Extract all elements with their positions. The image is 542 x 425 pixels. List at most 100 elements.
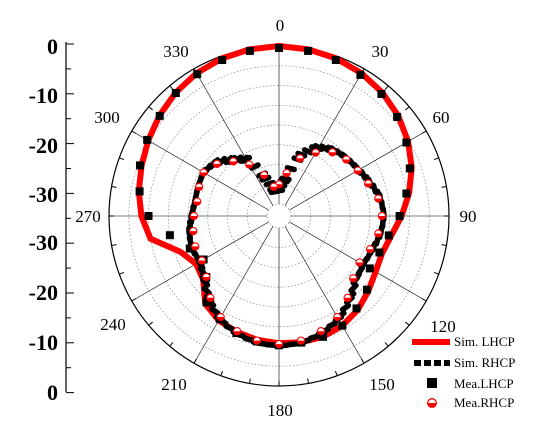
radial-tick-label: -30 <box>29 230 58 255</box>
angle-label-0: 0 <box>276 16 285 35</box>
angular-tick <box>433 271 439 275</box>
mea-rhcp-fill <box>206 297 214 302</box>
mea-rhcp-point <box>377 211 387 221</box>
angular-tick <box>111 244 117 247</box>
mea-rhcp-point <box>212 159 222 169</box>
mea-rhcp-point <box>353 166 362 175</box>
legend-swatch-mea-lhcp <box>427 378 437 388</box>
mea-lhcp-point <box>155 111 164 120</box>
angle-label-300: 300 <box>94 108 120 127</box>
sim-rhcp-dash <box>240 154 253 164</box>
mea-rhcp-fill <box>233 331 241 335</box>
sim-rhcp-dash <box>223 323 236 332</box>
mea-rhcp-fill <box>270 186 278 191</box>
grid-spoke <box>193 68 274 206</box>
mea-lhcp-point <box>405 164 414 173</box>
mea-lhcp-point <box>171 89 180 97</box>
mea-lhcp-point <box>245 46 254 55</box>
mea-rhcp-point <box>333 312 342 322</box>
mea-rhcp-fill <box>245 164 253 169</box>
mea-lhcp-point <box>331 56 340 64</box>
mea-rhcp-fill <box>198 260 206 265</box>
mea-rhcp-fill <box>213 163 221 168</box>
mea-rhcp-fill <box>253 340 261 345</box>
angle-label-90: 90 <box>460 207 477 226</box>
angular-tick <box>384 85 389 90</box>
mea-rhcp-point <box>189 226 198 236</box>
mea-rhcp-point <box>269 182 278 191</box>
legend: Sim. LHCP Sim. RHCP Mea.LHCP Mea.RHCP <box>412 334 515 410</box>
mea-lhcp-point <box>135 187 144 196</box>
mea-rhcp-fill <box>312 152 320 157</box>
mea-rhcp-point <box>197 256 207 265</box>
angle-label-180: 180 <box>267 401 293 420</box>
angular-tick <box>441 244 447 247</box>
angular-tick <box>148 106 153 111</box>
legend-item-mea-rhcp: Mea.RHCP <box>427 395 514 410</box>
mea-rhcp-point <box>311 148 320 157</box>
angular-tick <box>193 358 197 364</box>
angle-label-30: 30 <box>372 42 389 61</box>
mea-rhcp-fill <box>217 317 225 321</box>
mea-rhcp-point <box>252 336 262 345</box>
grid-spoke <box>193 226 274 364</box>
mea-lhcp-point <box>202 298 211 307</box>
angle-label-150: 150 <box>369 375 395 394</box>
mea-rhcp-fill <box>229 161 237 165</box>
mea-rhcp-point <box>349 274 358 283</box>
angular-tick <box>384 342 389 347</box>
angular-tick <box>248 378 251 384</box>
mea-rhcp-fill <box>193 201 201 206</box>
mea-lhcp-point <box>144 212 153 220</box>
mea-rhcp-fill <box>200 172 208 177</box>
radial-tick-label: -10 <box>29 83 58 108</box>
mea-lhcp-point <box>375 248 384 257</box>
mea-rhcp-point <box>343 293 352 302</box>
mea-lhcp-point <box>395 212 404 220</box>
grid-spoke <box>284 68 365 206</box>
sim-rhcp-dash <box>201 285 212 297</box>
mea-rhcp-point <box>199 168 208 177</box>
legend-item-sim-lhcp: Sim. LHCP <box>412 334 515 349</box>
mea-rhcp-point <box>189 211 199 221</box>
mea-rhcp-point <box>274 339 284 349</box>
legend-swatch-mea-rhcp-fill <box>427 403 437 408</box>
mea-rhcp-point <box>328 148 337 157</box>
sim-rhcp-dash <box>339 302 352 313</box>
mea-lhcp-point <box>365 264 374 273</box>
angular-tick-labels: 0 30 60 90 120 150 180 210 240 270 300 3… <box>75 16 476 420</box>
angular-tick <box>148 321 153 326</box>
mea-rhcp-point <box>374 194 383 203</box>
mea-rhcp-fill <box>366 249 374 253</box>
angular-tick <box>131 298 137 302</box>
angular-tick <box>119 271 125 275</box>
angular-tick <box>421 130 427 134</box>
mea-rhcp-point <box>216 312 225 322</box>
mea-lhcp-point <box>384 231 393 240</box>
mea-lhcp-point <box>362 285 371 294</box>
angular-tick <box>119 157 125 161</box>
mea-lhcp-point <box>402 189 411 198</box>
mea-rhcp-point <box>374 229 383 238</box>
grid-ring <box>266 203 292 229</box>
mea-lhcp-point <box>165 231 174 240</box>
series-mea-lhcp <box>135 44 414 350</box>
mea-lhcp-point <box>143 135 152 144</box>
mea-lhcp-point <box>193 70 202 79</box>
angle-label-120: 120 <box>430 317 456 336</box>
sim-rhcp-dash <box>326 320 338 330</box>
mea-rhcp-fill <box>317 331 325 335</box>
mea-rhcp-fill <box>354 170 362 175</box>
radial-tick-label: -20 <box>29 133 58 158</box>
mea-rhcp-point <box>282 168 291 178</box>
angular-tick <box>405 106 410 111</box>
radial-tick-label: -20 <box>29 280 58 305</box>
mea-rhcp-fill <box>333 317 341 321</box>
mea-rhcp-point <box>259 170 269 180</box>
mea-rhcp-fill <box>374 233 382 238</box>
radial-axis-ticks <box>66 43 74 394</box>
angle-label-240: 240 <box>100 315 126 334</box>
series-layer <box>135 43 415 350</box>
mea-lhcp-point <box>185 244 194 253</box>
